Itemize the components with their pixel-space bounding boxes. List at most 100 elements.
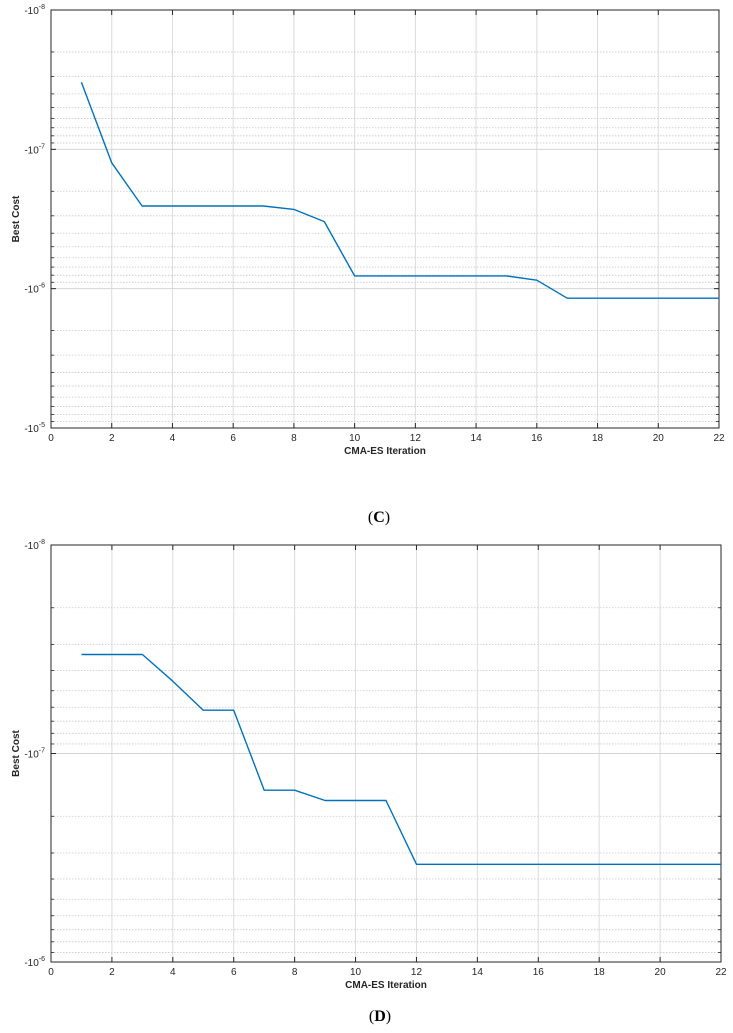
panel-d-panel-label: (D) [369, 1008, 391, 1025]
panel-c-data-point [505, 275, 507, 277]
panel-c-data-point [141, 205, 143, 207]
panel-d-x-tick-label: 20 [655, 967, 667, 978]
panel-c-axes-frame [50, 9, 720, 429]
panel-c-x-tick-label: 4 [170, 433, 176, 444]
panel-c-x-tick-label: 22 [713, 433, 725, 444]
panel-d-y-tick-exponent: -8 [39, 539, 45, 546]
panel-c-y-tick-label: -10-5 [24, 422, 45, 435]
panel-c-data-point [627, 297, 629, 299]
panel-d-y-tick-label: -10-6 [24, 956, 45, 969]
panel-c-y-tick-exponent: -6 [39, 283, 45, 290]
panel-c-data-point [536, 279, 538, 281]
panel-d-y-tick-exponent: -6 [39, 956, 45, 963]
panel-c-chart: 0 2 4 6 8 10 12 14 16 18 20 22-10-8-10-7-10-6-10-5C… [11, 4, 725, 526]
panel-c-x-tick-label: 0 [48, 433, 54, 444]
panel-c-data-point [596, 297, 598, 299]
panel-c-y-tick-exponent: -7 [39, 143, 45, 150]
panel-d-data-point [263, 789, 265, 791]
panel-c-data-point [353, 275, 355, 277]
panel-d-data-point [324, 799, 326, 801]
panel-d-data-point [720, 863, 722, 865]
panel-c-data-point [293, 208, 295, 210]
panel-d-data-point [172, 680, 174, 682]
panel-c-data-point [323, 220, 325, 222]
panel-c-data-point [718, 297, 720, 299]
panel-d-y-tick-base: -10 [24, 750, 39, 761]
panel-d-data-point [537, 863, 539, 865]
panel-c-data-point [657, 297, 659, 299]
panel-d-chart: 0 2 4 6 8 10 12 14 16 18 20 22-10-8-10-7-10-6CMA-ES… [11, 539, 727, 1025]
panel-c-panel-label-open: ( [368, 509, 373, 526]
panel-d-x-tick-label: 22 [715, 967, 727, 978]
panel-c-y-tick-label: -10-8 [24, 4, 45, 17]
panel-d-x-axis-label: CMA-ES Iteration [345, 980, 427, 991]
panel-d-data-point [568, 863, 570, 865]
panel-d-data-point [354, 799, 356, 801]
panel-d-panel-label-letter: D [374, 1008, 386, 1025]
panel-d-x-tick-label: 4 [170, 967, 176, 978]
panel-c-x-tick-label: 2 [109, 433, 115, 444]
panel-d-data-point [111, 653, 113, 655]
panel-c-x-tick-label: 18 [592, 433, 604, 444]
panel-d-data-point [628, 863, 630, 865]
panel-c-x-tick-label: 14 [471, 433, 483, 444]
panel-c-x-tick-label: 16 [531, 433, 543, 444]
panel-d-x-tick-label: 10 [350, 967, 362, 978]
panel-c-data-point [232, 205, 234, 207]
panel-c-plot-area [51, 10, 719, 428]
panel-d-x-tick-label: 8 [292, 967, 298, 978]
panel-c-data-point [414, 275, 416, 277]
panel-c-x-tick-label: 12 [410, 433, 422, 444]
panel-d-data-point [446, 863, 448, 865]
panel-c-panel-label-close: ) [385, 509, 390, 526]
panel-d-panel-label-open: ( [369, 1008, 374, 1025]
panel-c-x-tick-label: 20 [653, 433, 665, 444]
panel-c-data-point [262, 205, 264, 207]
panel-d-x-tick-label: 2 [109, 967, 115, 978]
panel-c-y-tick-base: -10 [24, 424, 39, 435]
panel-d-data-point [476, 863, 478, 865]
panel-d-y-tick-label: -10-8 [24, 539, 45, 552]
panel-d-y-tick-label: -10-7 [24, 748, 45, 761]
panel-d-data-point [689, 863, 691, 865]
panel-c-data-point [475, 275, 477, 277]
panel-c-x-tick-label: 6 [230, 433, 236, 444]
panel-d-data-point [202, 709, 204, 711]
panel-c-y-tick-exponent: -8 [39, 4, 45, 11]
panel-d-data-point [507, 863, 509, 865]
panel-d-data-point [141, 653, 143, 655]
panel-c-y-tick-label: -10-7 [24, 143, 45, 156]
panel-c-y-tick-base: -10 [24, 145, 39, 156]
panel-d-x-tick-label: 18 [594, 967, 606, 978]
panel-c-x-tick-label: 8 [291, 433, 297, 444]
panel-d-panel-label-close: ) [386, 1008, 391, 1025]
panel-c-y-tick-label: -10-6 [24, 283, 45, 296]
panel-d-series-line [81, 653, 721, 865]
panel-c-y-tick-base: -10 [24, 285, 39, 296]
panel-c-data-point [111, 162, 113, 164]
panel-c-y-tick-exponent: -5 [39, 422, 45, 429]
panel-c-data-point [80, 81, 82, 83]
panel-d-data-point [659, 863, 661, 865]
panel-d-data-point [233, 709, 235, 711]
panel-d-data-point [293, 789, 295, 791]
panel-c-data-point [202, 205, 204, 207]
panel-d-x-tick-label: 12 [411, 967, 423, 978]
panel-c-series-line [80, 81, 719, 299]
panel-d-y-tick-base: -10 [24, 541, 39, 552]
panel-d-y-tick-base: -10 [24, 958, 39, 969]
panel-d-data-point [598, 863, 600, 865]
panel-c-data-point [687, 297, 689, 299]
panel-d-data-point [415, 863, 417, 865]
panel-d-x-tick-label: 6 [231, 967, 237, 978]
panel-c-x-tick-label: 10 [349, 433, 361, 444]
panel-c-panel-label: (C) [368, 509, 390, 526]
panel-c-data-point [171, 205, 173, 207]
panel-d-x-tick-label: 14 [472, 967, 484, 978]
panel-c-y-tick-base: -10 [24, 6, 39, 17]
panel-d-data-point [385, 799, 387, 801]
panel-c-data-point [445, 275, 447, 277]
panel-d-x-tick-label: 0 [48, 967, 54, 978]
panel-d-y-tick-exponent: -7 [39, 748, 45, 755]
